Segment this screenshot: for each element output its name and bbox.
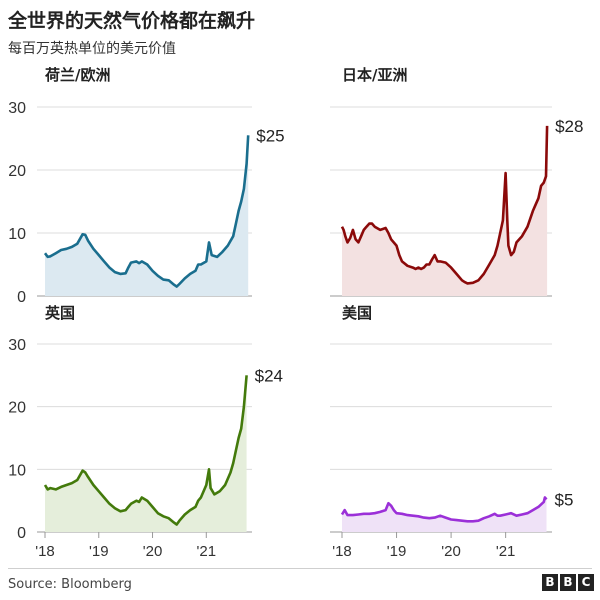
footer-divider	[8, 568, 592, 569]
y-tick-label: 20	[8, 400, 26, 417]
y-tick-label: 20	[8, 163, 26, 180]
bbc-logo: B B C	[542, 574, 594, 591]
end-value-label: $5	[555, 490, 574, 509]
x-tick-label: '18	[332, 543, 352, 560]
x-tick-label: '21	[197, 543, 217, 560]
series-line	[43, 135, 250, 288]
series-area	[45, 375, 247, 532]
logo-letter: B	[560, 574, 576, 591]
panel-title: 荷兰/欧洲	[45, 66, 110, 84]
logo-letter: B	[542, 574, 558, 591]
y-tick-label: 0	[17, 289, 26, 306]
y-tick-label: 0	[17, 525, 26, 542]
logo-letter: C	[578, 574, 594, 591]
series-area	[342, 125, 548, 297]
series-area	[45, 135, 249, 296]
chart-title: 全世界的天然气价格都在飙升	[8, 10, 256, 32]
y-tick-label: 30	[8, 100, 26, 117]
panel-title: 美国	[342, 304, 372, 322]
x-tick-label: '18	[35, 543, 55, 560]
x-tick-label: '21	[496, 543, 516, 560]
x-tick-label: '19	[89, 543, 109, 560]
series-area	[342, 497, 547, 532]
y-tick-label: 30	[8, 337, 26, 354]
panel-title: 英国	[45, 304, 75, 322]
x-tick-label: '20	[143, 543, 163, 560]
panel-title: 日本/亚洲	[342, 66, 407, 84]
end-value-label: $28	[555, 117, 583, 136]
chart-subtitle: 每百万英热单位的美元价值	[8, 41, 176, 57]
y-tick-label: 10	[8, 226, 26, 243]
end-value-label: $24	[255, 366, 283, 385]
x-tick-label: '19	[387, 543, 407, 560]
series-line	[340, 496, 548, 523]
series-line	[43, 375, 248, 526]
y-tick-label: 10	[8, 462, 26, 479]
series-line	[340, 125, 549, 285]
source-note: Source: Bloomberg	[8, 577, 132, 592]
end-value-label: $25	[256, 126, 284, 145]
x-tick-label: '20	[441, 543, 461, 560]
